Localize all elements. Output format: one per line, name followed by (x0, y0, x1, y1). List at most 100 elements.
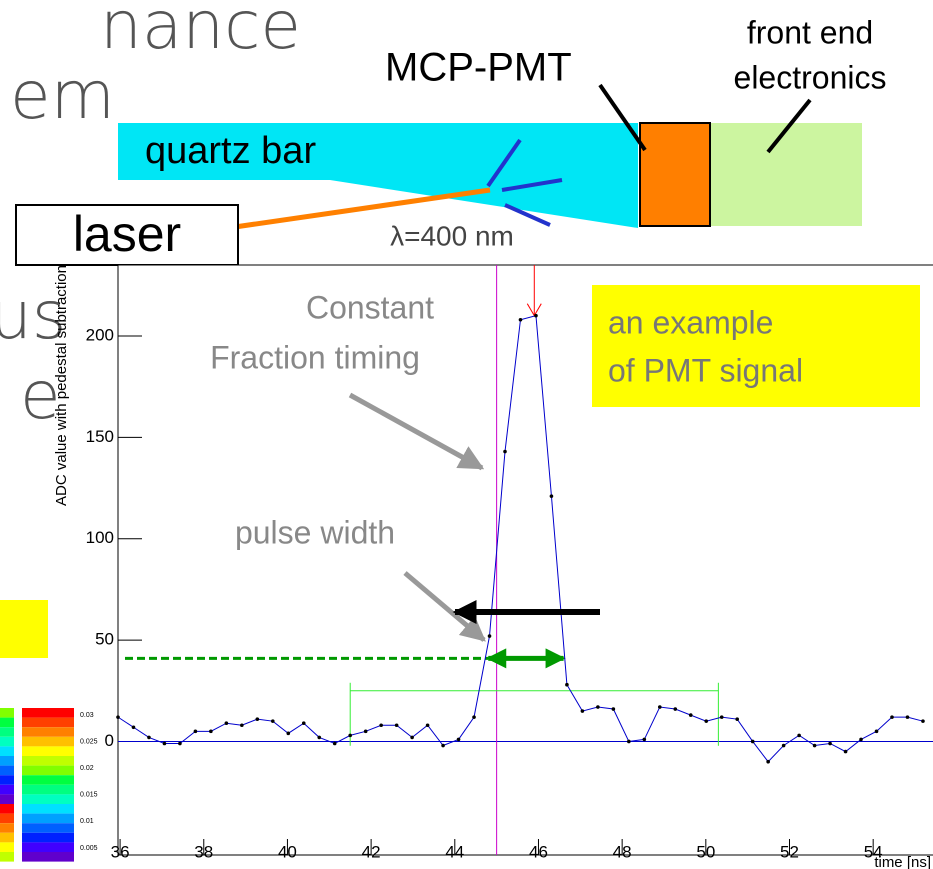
colorbar-cell (22, 823, 74, 833)
colorbar-cell (22, 708, 74, 718)
data-point (874, 729, 879, 734)
data-point (781, 743, 786, 748)
slide-text: e (20, 357, 61, 434)
data-point (859, 737, 863, 742)
note: an example (608, 304, 773, 340)
chart: 36 38 40 42 44 46 48 50 52 54 0 50 100 150 200 time [ns… (53, 264, 933, 869)
data-point (363, 729, 368, 734)
colorbar-cell (0, 823, 14, 833)
data-point (812, 743, 817, 748)
x-tick-label: 54 (864, 842, 883, 861)
slide-box (0, 600, 48, 658)
colorbar-cell (22, 756, 74, 766)
colorbar-label: 0.02 (80, 765, 94, 772)
data-point (147, 735, 151, 740)
colorbar-cell (0, 842, 14, 852)
data-point (301, 721, 306, 726)
colorbar-label: 0.015 (80, 792, 98, 799)
colorbar-cell (22, 765, 74, 776)
note: pulse width (235, 514, 395, 550)
colorbar-cell (0, 727, 14, 737)
x-tick-label: 42 (362, 842, 381, 861)
data-point (549, 494, 554, 498)
y-tick-label: 50 (95, 630, 114, 649)
fee-box (710, 123, 862, 226)
label: front end (747, 14, 873, 50)
data-point (332, 741, 337, 746)
data-point (828, 741, 832, 746)
data-point (797, 733, 801, 738)
colorbar-label: 0.005 (80, 845, 98, 852)
data-point (673, 707, 678, 711)
x-tick-label: 44 (445, 842, 464, 861)
x-tick-label: 48 (613, 842, 632, 861)
colorbar-cell (22, 794, 74, 804)
ray (501, 178, 563, 192)
y-tick-label: 200 (86, 325, 114, 344)
x-tick-label: 52 (780, 842, 799, 861)
colorbar-cell (0, 775, 14, 785)
x-tick-label: 46 (529, 842, 548, 861)
colorbar-cell (0, 813, 14, 824)
slide-text: us (0, 277, 66, 354)
data-point (472, 715, 476, 719)
colorbar-cell (0, 765, 14, 776)
data-point (921, 719, 925, 723)
colorbar-cell (22, 813, 74, 824)
data-point (193, 729, 198, 734)
data-point (503, 449, 507, 454)
data-point (317, 735, 322, 740)
colorbar-cell (22, 852, 74, 862)
data-point (719, 715, 724, 719)
ray (486, 138, 522, 188)
data-point (565, 682, 569, 687)
colorbar-cell (22, 775, 74, 785)
data-point (379, 723, 383, 728)
data-point (642, 737, 647, 742)
colorbar-cell (0, 717, 14, 728)
data-point (209, 729, 213, 734)
y-tick-label: 100 (86, 528, 114, 547)
colorbar-cell (22, 842, 74, 852)
x-tick-label: 50 (696, 842, 715, 861)
label: λ=400 nm (390, 220, 514, 251)
data-point (240, 723, 244, 728)
colorbar-cell (0, 708, 14, 718)
colorbar-cell (0, 794, 14, 804)
data-point (688, 713, 693, 717)
colorbar-cell (22, 832, 74, 843)
data-point (255, 717, 260, 721)
label: quartz bar (145, 130, 316, 172)
colorbar-cell (0, 784, 14, 795)
y-tick-label: 150 (86, 427, 114, 446)
data-point (627, 739, 631, 744)
label: electronics (734, 59, 887, 95)
data-point (425, 723, 430, 728)
data-point (116, 715, 120, 719)
pointer (598, 83, 647, 152)
note: of PMT signal (608, 352, 803, 388)
data-point (286, 731, 291, 736)
x-axis-title: time [ns] (874, 854, 931, 869)
data-point (890, 715, 894, 719)
quartz-bar (118, 123, 638, 228)
colorbar-label: 0.03 (80, 712, 94, 719)
label: laser (73, 206, 181, 262)
data-point (178, 741, 182, 746)
slide-text: nance (100, 0, 301, 64)
data-point (162, 741, 167, 746)
data-point (704, 719, 709, 723)
x-tick-label: 40 (278, 842, 297, 861)
label: MCP-PMT (385, 46, 572, 90)
colorbar-label: 0.01 (80, 818, 94, 825)
data-point (580, 709, 585, 713)
data-point (735, 717, 739, 721)
colorbar-cell (0, 852, 14, 862)
note: Fraction timing (210, 339, 420, 375)
colorbar-cell (0, 736, 14, 747)
colorbar-cell (0, 832, 14, 843)
colorbar-cell (0, 746, 14, 756)
data-point (348, 733, 352, 738)
